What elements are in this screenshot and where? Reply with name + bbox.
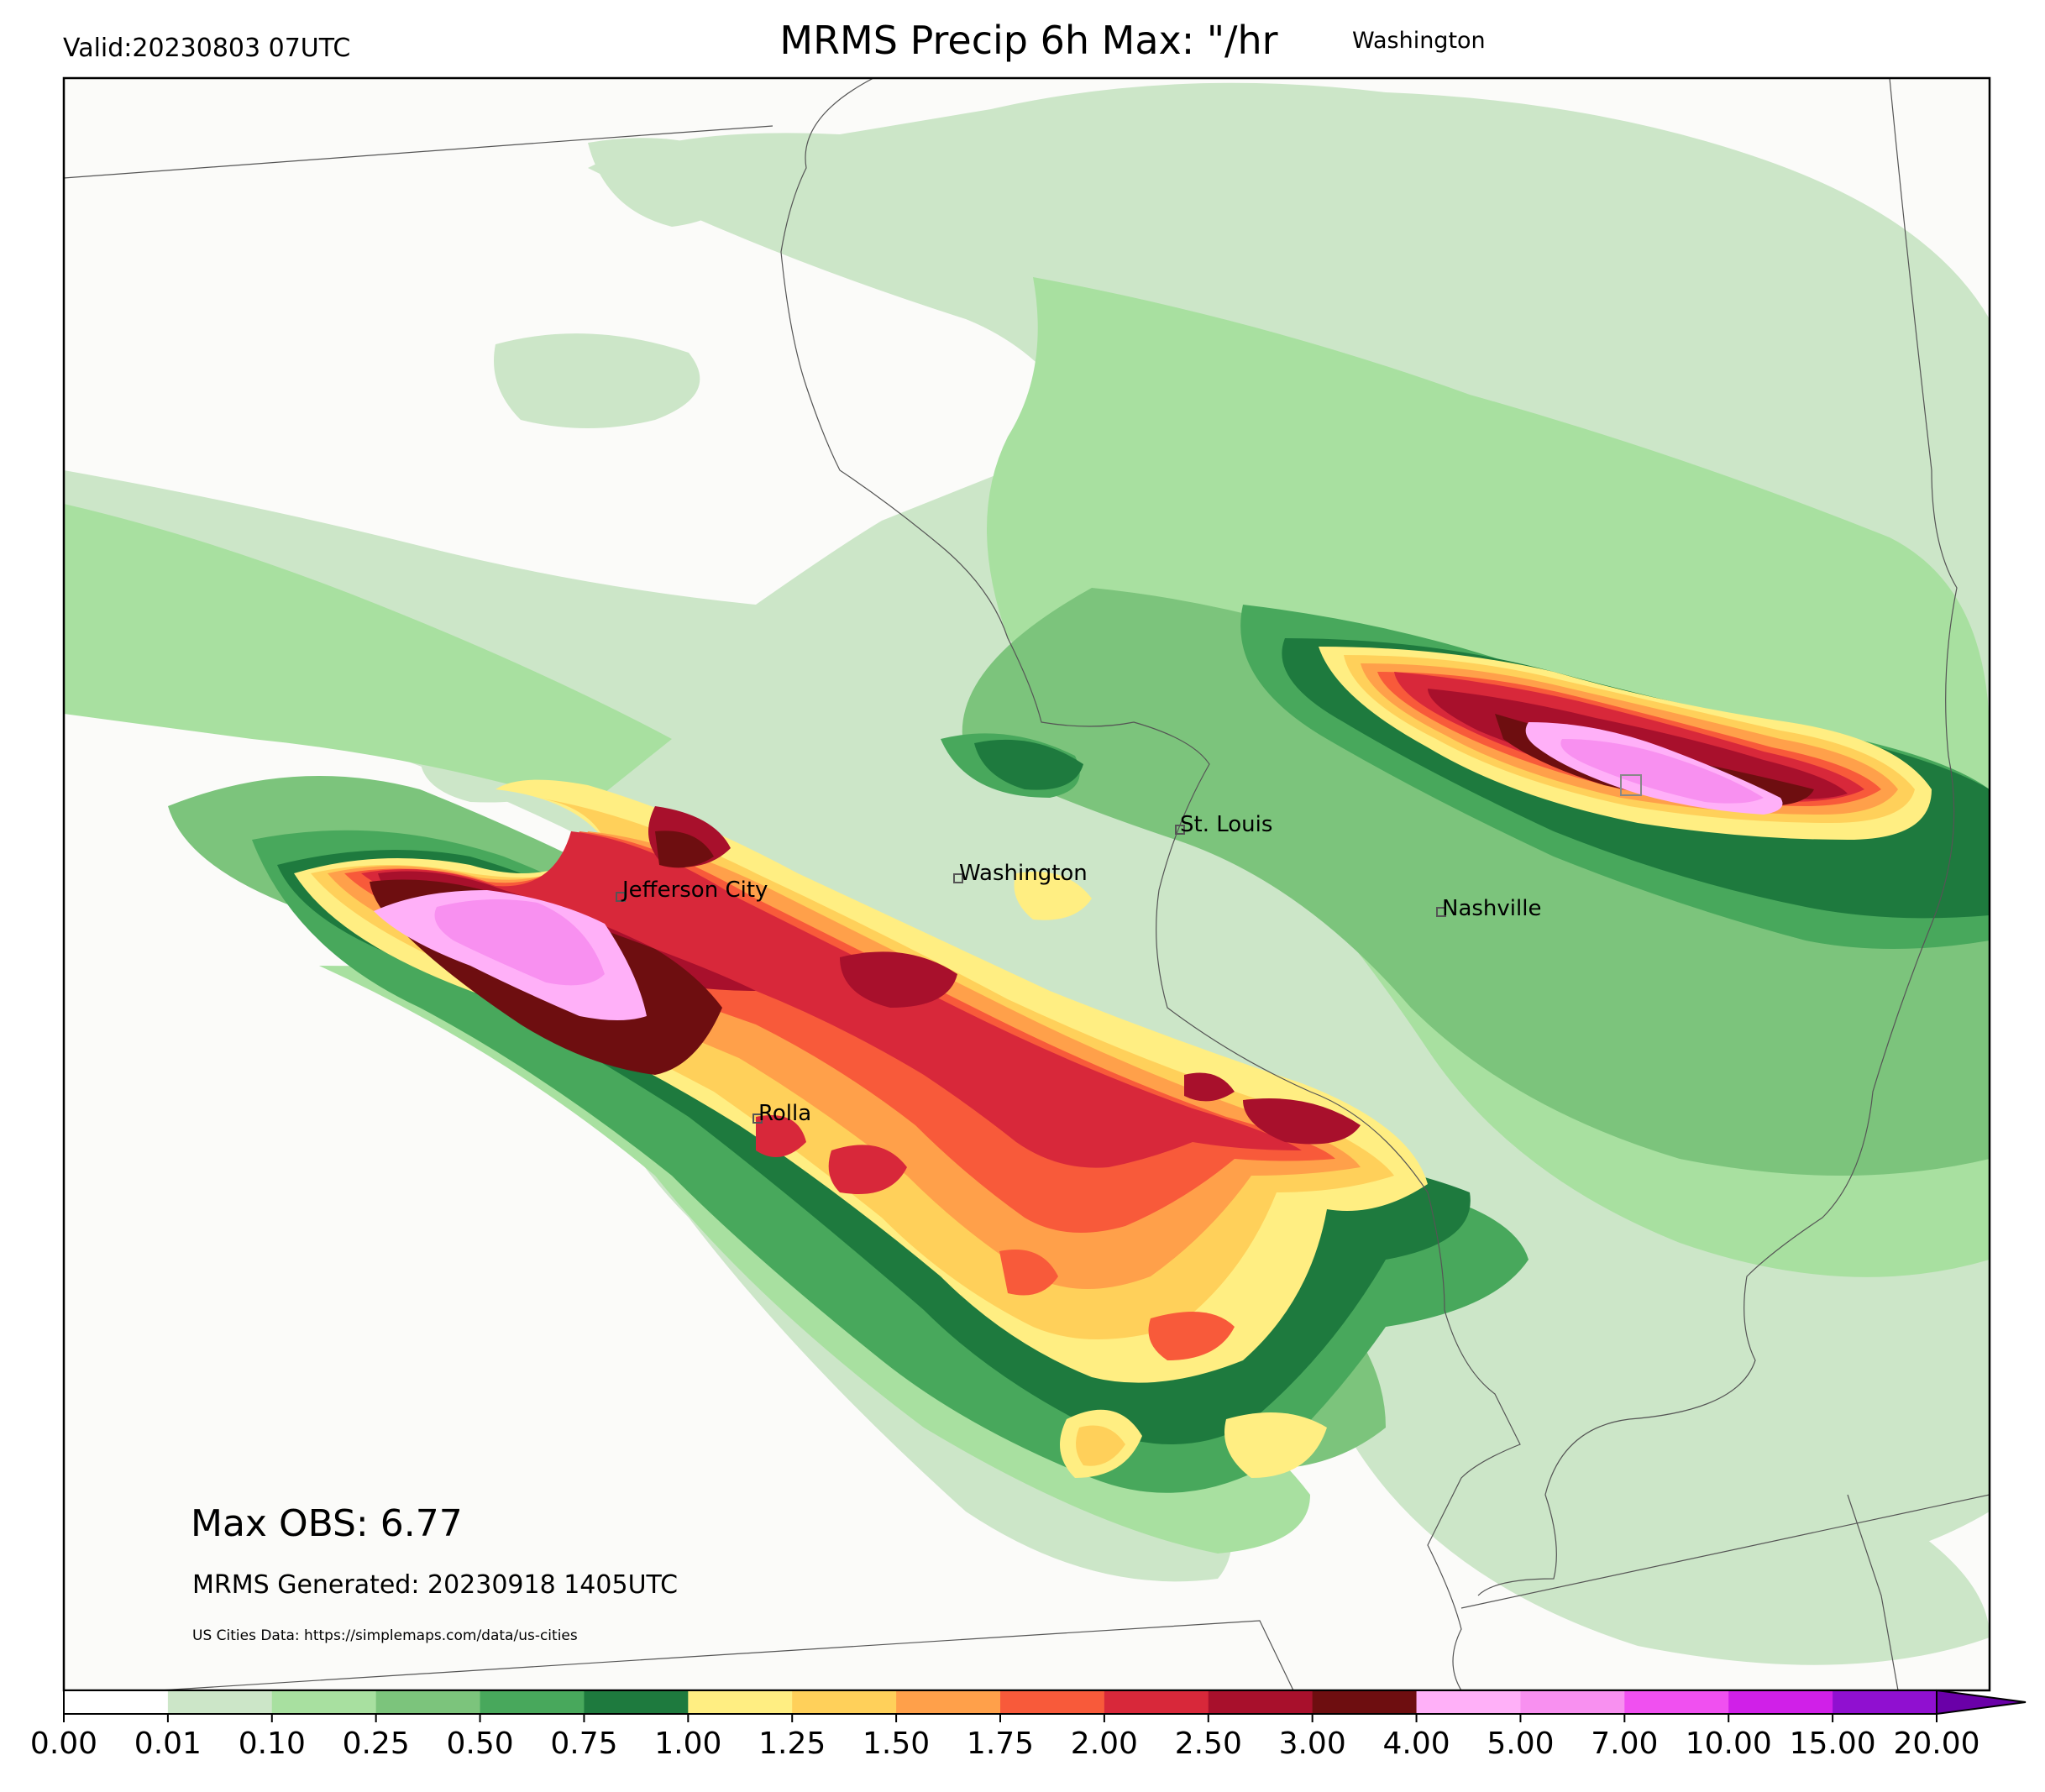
city-label: Rolla xyxy=(758,1101,811,1126)
precip-5-00-layer xyxy=(434,739,1764,986)
colorbar-swatch xyxy=(1000,1690,1105,1714)
colorbar-swatch xyxy=(1624,1690,1729,1714)
city-marker xyxy=(616,892,626,902)
map-title: MRMS Precip 6h Max: "/hr xyxy=(779,18,1277,63)
colorbar-swatch xyxy=(1520,1690,1625,1714)
colorbar-swatches xyxy=(64,1690,1938,1714)
city-marker xyxy=(953,873,963,883)
city-washington: Washington xyxy=(953,861,1088,886)
colorbar-tick-label: 1.00 xyxy=(654,1727,721,1761)
colorbar-swatch xyxy=(792,1690,897,1714)
colorbar: 0.00 0.01 0.10 0.25 0.50 0.75 1.00 1.25 1.50 1.75… xyxy=(30,1689,2027,1761)
colorbar-tick-label: 15.00 xyxy=(1790,1727,1876,1761)
colorbar-tick-label: 2.50 xyxy=(1175,1727,1242,1761)
city-marker xyxy=(1436,907,1446,917)
colorbar-swatch xyxy=(896,1690,1001,1714)
colorbar-swatch xyxy=(1833,1690,1938,1714)
city-jefferson-city: Jefferson City xyxy=(616,878,768,903)
colorbar-swatch xyxy=(1312,1690,1418,1714)
city-nashville: Nashville xyxy=(1436,896,1541,921)
colorbar-swatch xyxy=(1104,1690,1209,1714)
colorbar-tick-label: 20.00 xyxy=(1893,1727,1979,1761)
data-source-label: US Cities Data: https://simplemaps.com/d… xyxy=(192,1627,578,1644)
valid-time-label: Valid:20230803 07UTC xyxy=(63,34,350,63)
city-label: St. Louis xyxy=(1180,812,1272,837)
colorbar-tick-label: 4.00 xyxy=(1382,1727,1450,1761)
city-marker xyxy=(752,1113,763,1124)
colorbar-swatch xyxy=(584,1690,689,1714)
colorbar-tick-label: 0.00 xyxy=(30,1727,97,1761)
city-rolla: Rolla xyxy=(752,1101,811,1126)
colorbar-tick-label: 7.00 xyxy=(1591,1727,1658,1761)
city-st-louis: St. Louis xyxy=(1175,812,1272,837)
colorbar-swatch xyxy=(1208,1690,1314,1714)
colorbar-tick-label: 3.00 xyxy=(1279,1727,1346,1761)
colorbar-swatch xyxy=(167,1690,273,1714)
max-obs-marker xyxy=(1620,774,1642,796)
max-obs-label: Max OBS: 6.77 xyxy=(191,1502,463,1545)
colorbar-swatch xyxy=(688,1690,793,1714)
mrms-generated-label: MRMS Generated: 20230918 1405UTC xyxy=(192,1570,678,1600)
colorbar-tick-label: 0.50 xyxy=(446,1727,513,1761)
colorbar-swatch xyxy=(1728,1690,1833,1714)
colorbar-swatch xyxy=(480,1690,585,1714)
colorbar-swatch xyxy=(1416,1690,1521,1714)
region-label: Washington xyxy=(1352,28,1486,54)
colorbar-ticks: 0.00 0.01 0.10 0.25 0.50 0.75 1.00 1.25 1.50 1.75… xyxy=(30,1714,1980,1761)
colorbar-extend-arrow xyxy=(1936,1689,2027,1716)
map-panel: Jefferson City Washington St. Louis Nash… xyxy=(62,76,1991,1692)
colorbar-tick-label: 10.00 xyxy=(1686,1727,1772,1761)
city-label: Nashville xyxy=(1442,896,1541,921)
colorbar-tick-label: 0.01 xyxy=(134,1727,202,1761)
colorbar-tick-label: 1.50 xyxy=(863,1727,930,1761)
colorbar-swatch xyxy=(375,1690,481,1714)
colorbar-swatch xyxy=(271,1690,377,1714)
colorbar-tick-label: 1.25 xyxy=(758,1727,826,1761)
colorbar-swatch xyxy=(64,1690,169,1714)
city-label: Jefferson City xyxy=(621,878,768,903)
state-borders xyxy=(64,78,1990,1690)
colorbar-tick-label: 5.00 xyxy=(1487,1727,1554,1761)
city-marker xyxy=(1175,825,1185,835)
colorbar-tick-label: 0.10 xyxy=(239,1727,306,1761)
colorbar-tick-label: 0.75 xyxy=(550,1727,617,1761)
city-label: Washington xyxy=(959,861,1088,886)
colorbar-tick-label: 0.25 xyxy=(343,1727,410,1761)
colorbar-tick-label: 1.75 xyxy=(967,1727,1034,1761)
colorbar-tick-label: 2.00 xyxy=(1071,1727,1138,1761)
precip-field: Jefferson City Washington St. Louis Nash… xyxy=(64,78,1990,1690)
